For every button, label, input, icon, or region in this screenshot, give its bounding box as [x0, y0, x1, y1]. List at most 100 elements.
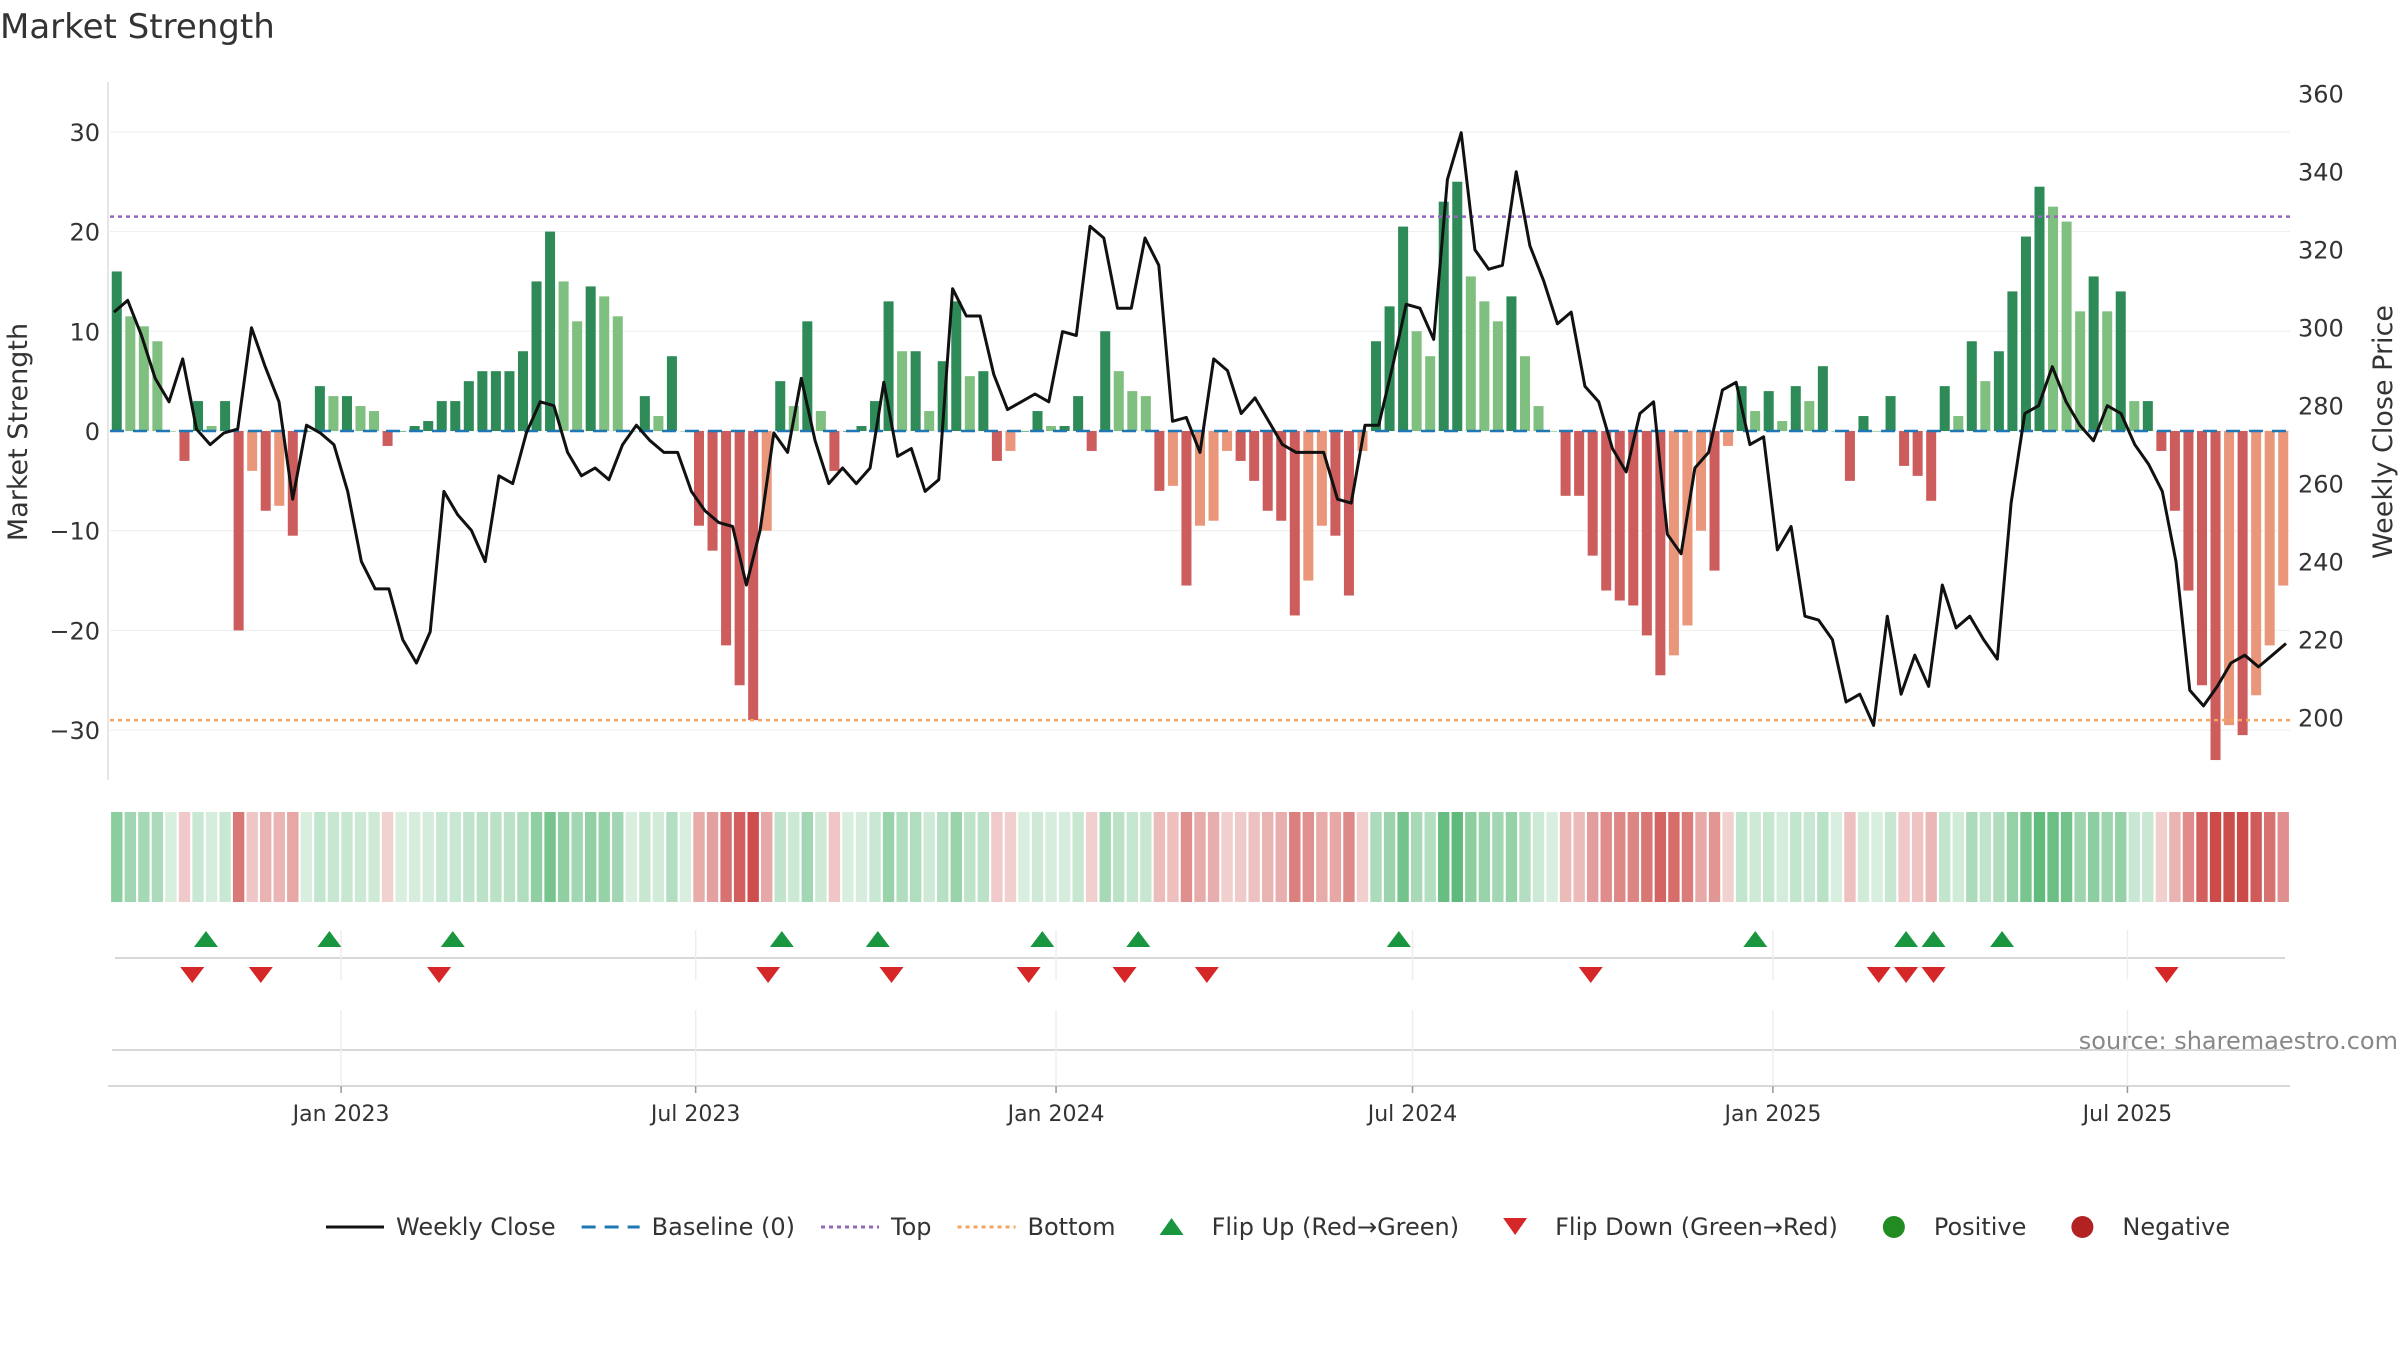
heat-cell [2277, 812, 2289, 902]
flip-up-marker [865, 931, 890, 947]
heat-cell [368, 812, 380, 902]
strength-bar [1750, 411, 1761, 431]
heat-cell [1207, 812, 1220, 902]
flip-down-marker [1016, 967, 1041, 983]
y-tick-label-right: 340 [2298, 159, 2344, 187]
strength-bar [1993, 351, 2004, 431]
strength-bar [1113, 371, 1124, 431]
heat-cell [544, 812, 556, 902]
strength-bar [1086, 431, 1097, 451]
y-tick-label-left: 10 [69, 318, 100, 346]
heat-cell [1532, 812, 1545, 902]
y-tick-label-right: 280 [2298, 393, 2344, 421]
heat-cell [1302, 812, 1315, 902]
strength-bar [2048, 206, 2059, 431]
strength-bar [2251, 431, 2262, 696]
strength-bar [1844, 431, 1855, 481]
heat-cell [1803, 812, 1816, 902]
flip-up-marker [769, 931, 794, 947]
heat-cell [2142, 812, 2154, 902]
strength-bar [1452, 181, 1463, 431]
strength-bar [2115, 291, 2126, 431]
y-tick-label-right: 240 [2298, 549, 2344, 577]
heat-cell [1370, 812, 1382, 902]
strength-bar [260, 431, 271, 511]
legend-marker-circle-green [1882, 1216, 1905, 1238]
y-tick-label-right: 300 [2298, 315, 2344, 343]
heat-cell [1478, 812, 1491, 902]
heat-cell [314, 812, 326, 902]
heat-cell [1884, 812, 1897, 902]
heat-cell [1180, 812, 1193, 902]
heat-cell [111, 812, 123, 902]
heat-cell [341, 812, 353, 902]
strength-bar [2007, 291, 2018, 431]
legend-item: Negative [2071, 1213, 2230, 1241]
strength-bar [1533, 406, 1544, 431]
strength-bar [1222, 431, 1233, 451]
strength-bar [1343, 431, 1354, 596]
strength-bar [978, 371, 989, 431]
y-tick-label-right: 260 [2298, 471, 2344, 499]
legend-label: Top [890, 1213, 932, 1241]
strength-bar [2224, 431, 2235, 726]
strength-bar [1032, 411, 1043, 431]
heat-cell [1343, 812, 1355, 902]
strength-bar [1411, 331, 1422, 431]
flip-down-marker [756, 967, 781, 983]
flip-up-marker [317, 931, 342, 947]
strength-bar [2061, 221, 2072, 431]
strength-bar [829, 431, 840, 471]
heat-cell [1289, 812, 1301, 902]
heat-cell [1018, 812, 1030, 902]
strength-bar [1398, 226, 1409, 431]
y-tick-label-left: 20 [69, 219, 100, 247]
heat-cell [774, 812, 786, 902]
strength-bar [1289, 431, 1300, 616]
heat-cell [666, 812, 678, 902]
heat-cell [2196, 812, 2208, 902]
strength-bar [2142, 401, 2153, 431]
y-tick-label-left: −20 [49, 617, 100, 645]
heat-cell [1668, 812, 1680, 902]
strength-bar [1547, 431, 1558, 432]
strength-bar [1912, 431, 1923, 476]
heat-cell [1614, 812, 1626, 902]
strength-bar [1939, 386, 1950, 431]
strength-bar [179, 431, 190, 461]
heat-cell [869, 812, 881, 902]
heat-cell [2128, 812, 2140, 902]
heat-cell [287, 812, 299, 902]
heat-cell [1641, 812, 1653, 902]
heat-cell [909, 812, 922, 902]
y-tick-label-left: −30 [49, 717, 100, 745]
heat-cell [1058, 812, 1071, 902]
y-tick-label-right: 220 [2298, 627, 2344, 655]
heat-cell [260, 812, 272, 902]
heat-cell [422, 812, 434, 902]
strength-heat-strip [111, 812, 2289, 902]
heat-cell [1573, 812, 1585, 902]
flip-up-marker [1743, 931, 1768, 947]
strength-bar [1330, 431, 1341, 536]
heat-cell [1329, 812, 1342, 902]
heat-cell [1817, 812, 1829, 902]
heat-cell [490, 812, 502, 902]
strength-bar [2237, 431, 2248, 736]
strength-bar [748, 431, 759, 721]
x-tick-label: Jul 2025 [2081, 1102, 2173, 1127]
heat-cell [1600, 812, 1612, 902]
legend-label: Positive [1934, 1213, 2027, 1241]
heat-cell [733, 812, 746, 902]
heat-cell [2155, 812, 2168, 902]
heat-cell [1830, 812, 1843, 902]
heat-cell [1586, 812, 1599, 902]
legend-label: Flip Up (Red→Green) [1212, 1213, 1460, 1241]
heat-cell [2060, 812, 2073, 902]
heat-cell [300, 812, 313, 902]
heat-cell [855, 812, 868, 902]
heat-cell [1275, 812, 1287, 902]
strength-bar [2156, 431, 2167, 451]
strength-bar [1723, 431, 1734, 446]
strength-bar [612, 316, 623, 431]
